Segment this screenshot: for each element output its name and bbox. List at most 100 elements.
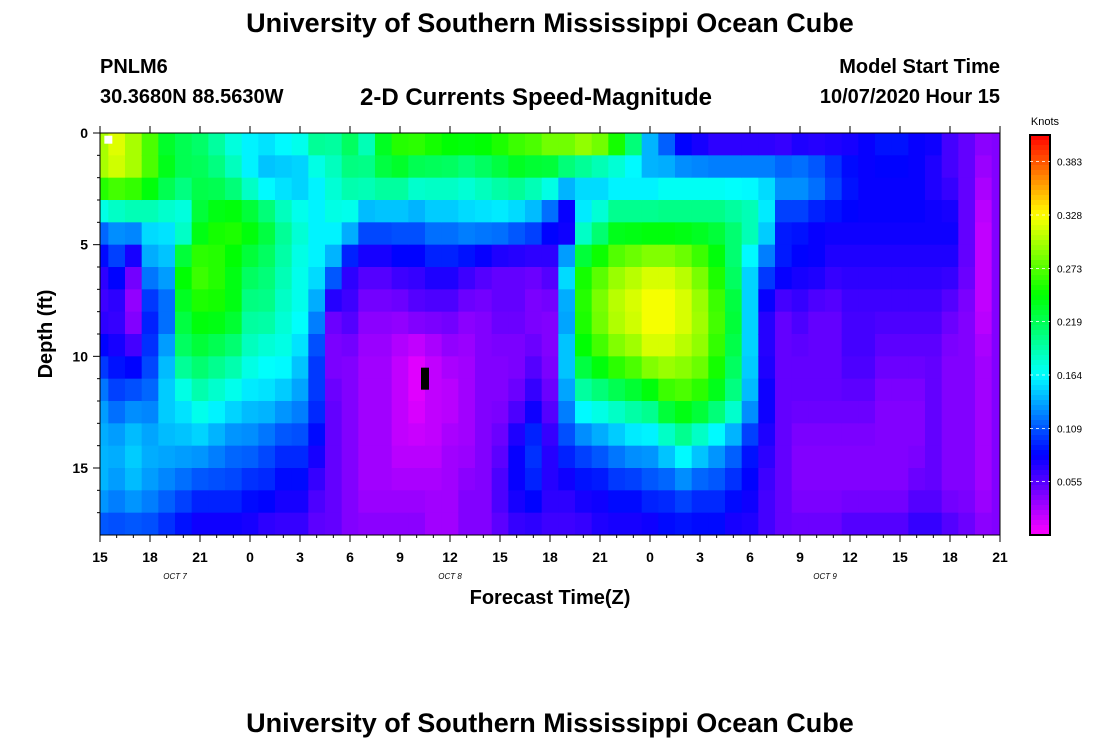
- heatmap-cell: [441, 311, 459, 335]
- heatmap-cell: [841, 512, 859, 535]
- heatmap-cell: [175, 490, 193, 514]
- heatmap-cell: [975, 334, 993, 357]
- heatmap-cell: [891, 177, 909, 201]
- heatmap-cell: [225, 155, 243, 179]
- heatmap-cell: [108, 155, 126, 179]
- heatmap-cell: [875, 401, 893, 424]
- y-axis: 0 5 10 15: [72, 125, 100, 514]
- heatmap-cell: [925, 468, 943, 491]
- heatmap-cell: [508, 155, 526, 179]
- heatmap-cell: [141, 401, 159, 424]
- heatmap-cell: [475, 155, 493, 179]
- heatmap-cell: [341, 267, 359, 290]
- heatmap-cell: [375, 334, 393, 357]
- heatmap-cell: [641, 200, 659, 223]
- heatmap-cell: [608, 445, 626, 469]
- heatmap-cell: [958, 356, 976, 380]
- heatmap-cell: [341, 423, 359, 447]
- heatmap-cell: [458, 289, 476, 313]
- heatmap-cell: [158, 200, 176, 223]
- heatmap-cell: [408, 468, 426, 491]
- heatmap-cell: [875, 155, 893, 179]
- heatmap-cell: [691, 356, 709, 380]
- heatmap-cell: [908, 378, 926, 402]
- heatmap-cell: [908, 133, 926, 156]
- heatmap-cell: [241, 401, 259, 424]
- colorbar-swatch: [1030, 230, 1050, 236]
- x-tick-label: 9: [796, 549, 804, 565]
- heatmap-cell: [425, 133, 443, 156]
- heatmap-cell: [758, 155, 776, 179]
- heatmap-cell: [191, 200, 209, 223]
- product-title: 2-D Currents Speed-Magnitude: [360, 84, 713, 111]
- heatmap-cell: [608, 244, 626, 268]
- heatmap-cell: [525, 311, 543, 335]
- heatmap-cell: [825, 401, 843, 424]
- heatmap-cell: [275, 222, 293, 246]
- heatmap-cell: [525, 512, 543, 535]
- heatmap-cell: [625, 267, 643, 290]
- heatmap-cell: [375, 423, 393, 447]
- colorbar-swatch: [1030, 300, 1050, 306]
- colorbar-swatch: [1030, 515, 1050, 521]
- heatmap-cell: [358, 356, 376, 380]
- heatmap-cell: [108, 468, 126, 491]
- heatmap-cell: [741, 423, 759, 447]
- heatmap-cell: [741, 155, 759, 179]
- colorbar-tick-label: 0.109: [1057, 425, 1082, 436]
- heatmap-cell: [741, 378, 759, 402]
- heatmap-cell: [191, 133, 209, 156]
- heatmap-cell: [941, 267, 959, 290]
- heatmap-cell: [925, 177, 943, 201]
- heatmap-cell: [341, 378, 359, 402]
- heatmap-cell: [591, 311, 609, 335]
- heatmap-cell: [741, 177, 759, 201]
- heatmap-cell: [391, 490, 409, 514]
- heatmap-cell: [158, 423, 176, 447]
- heatmap-cell: [691, 133, 709, 156]
- heatmap-cell: [958, 177, 976, 201]
- heatmap-cell: [125, 289, 143, 313]
- heatmap-cell: [925, 334, 943, 357]
- heatmap-cell: [208, 311, 226, 335]
- colorbar-swatch: [1030, 200, 1050, 206]
- heatmap-cell: [275, 378, 293, 402]
- heatmap-cell: [325, 177, 343, 201]
- heatmap-cell: [891, 289, 909, 313]
- heatmap-cell: [491, 177, 509, 201]
- heatmap-cell: [475, 445, 493, 469]
- heatmap-cell: [141, 378, 159, 402]
- colorbar-swatch: [1030, 260, 1050, 266]
- heatmap-cell: [925, 311, 943, 335]
- heatmap-cell: [208, 133, 226, 156]
- heatmap-cell: [708, 401, 726, 424]
- heatmap-cell: [141, 311, 159, 335]
- heatmap-cell: [191, 378, 209, 402]
- colorbar-swatch: [1030, 370, 1050, 376]
- x-tick-label: 9: [396, 549, 404, 565]
- date-labels: OCT 7 OCT 8 OCT 9: [163, 572, 837, 581]
- heatmap-cell: [891, 244, 909, 268]
- heatmap-cell: [825, 155, 843, 179]
- heatmap-cell: [100, 378, 109, 402]
- heatmap-cell: [708, 378, 726, 402]
- heatmap-cell: [225, 311, 243, 335]
- heatmap-cell: [675, 311, 693, 335]
- heatmap-cell: [925, 490, 943, 514]
- heatmap-cell: [341, 356, 359, 380]
- heatmap-cell: [175, 401, 193, 424]
- colorbar-swatch: [1030, 335, 1050, 341]
- heatmap-cell: [308, 155, 326, 179]
- heatmap-cell: [208, 356, 226, 380]
- heatmap-cell: [658, 133, 676, 156]
- heatmap-cell: [241, 133, 259, 156]
- heatmap-cell: [525, 133, 543, 156]
- heatmap-cell: [341, 311, 359, 335]
- heatmap-cell: [908, 222, 926, 246]
- heatmap-cell: [191, 445, 209, 469]
- heatmap-cell: [125, 401, 143, 424]
- heatmap-cell: [491, 468, 509, 491]
- colorbar-swatch: [1030, 345, 1050, 351]
- heatmap-cell: [108, 401, 126, 424]
- colorbar-swatch: [1030, 320, 1050, 326]
